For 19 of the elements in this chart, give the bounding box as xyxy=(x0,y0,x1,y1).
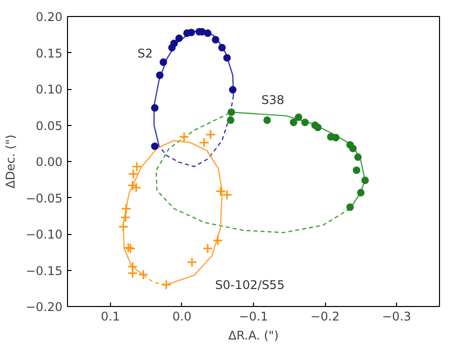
y-tick-label: −0.20 xyxy=(26,300,63,314)
y-tick-label: 0.15 xyxy=(36,46,62,60)
series-label: S2 xyxy=(138,46,153,61)
y-tick-label: −0.10 xyxy=(26,228,63,242)
y-tick-label: −0.15 xyxy=(26,264,63,278)
text: S0-102/S55 xyxy=(215,278,285,292)
y-tick-label: 0.20 xyxy=(36,10,62,24)
y-tick-label: 0.10 xyxy=(36,82,62,96)
x-tick-label: −0.1 xyxy=(238,310,268,324)
x-tick-label: −0.3 xyxy=(382,310,412,324)
y-tick-label: −0.05 xyxy=(26,191,63,206)
x-tick-label: 0.1 xyxy=(100,310,120,324)
x-axis-title: ΔR.A. (") xyxy=(228,328,279,342)
series-label: S38 xyxy=(261,93,284,108)
y-tick-label: 0.00 xyxy=(36,155,62,169)
y-axis-title: ΔDec. (") xyxy=(4,134,18,188)
y-tick-label: 0.05 xyxy=(36,118,62,133)
x-tick-label: 0.0 xyxy=(172,310,192,324)
x-tick-label: −0.2 xyxy=(310,310,340,324)
